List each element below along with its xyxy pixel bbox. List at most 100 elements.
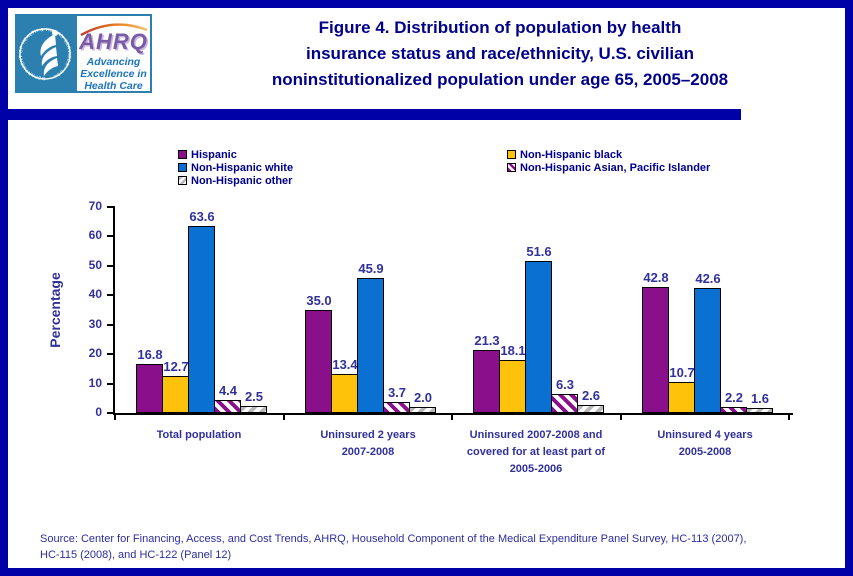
legend-swatch-icon <box>178 163 187 172</box>
ahrq-tagline: Advancing Excellence in Health Care <box>77 56 150 92</box>
bar-hispanic <box>642 287 669 413</box>
figure-title-line: noninstitutionalized population under ag… <box>271 70 729 89</box>
hhs-seal: DEPARTMENT OF HEALTH & HUMAN SERVICES • … <box>17 16 77 91</box>
legend-swatch-icon <box>507 150 516 159</box>
bar-non-hispanic-other <box>746 408 773 413</box>
bar-value-label: 35.0 <box>306 293 332 308</box>
ahrq-wordmark: AHRQ <box>79 29 148 54</box>
bar-hispanic <box>305 310 332 413</box>
bar-hispanic <box>473 350 500 413</box>
y-tick-mark <box>107 383 113 385</box>
legend-column-right: Non-Hispanic black Non-Hispanic Asian, Pa… <box>507 148 710 174</box>
legend-item: Non-Hispanic black <box>507 148 710 161</box>
legend-item: Hispanic <box>178 148 293 161</box>
bar-value-label: 16.8 <box>137 347 163 362</box>
bar-value-label: 18.1 <box>500 343 526 358</box>
hhs-eagle-icon: DEPARTMENT OF HEALTH & HUMAN SERVICES • … <box>18 27 72 81</box>
x-tick-mark <box>451 415 453 420</box>
figure-title-line: insurance status and race/ethnicity, U.S… <box>306 44 694 63</box>
x-category-label: Uninsured 2007-2008 and covered for at l… <box>466 429 606 475</box>
bar-value-label: 42.6 <box>695 271 721 286</box>
bar-value-label: 13.4 <box>332 357 358 372</box>
bar-value-label: 10.7 <box>669 365 695 380</box>
tagline-line: Advancing <box>86 56 141 68</box>
bar-value-label: 45.9 <box>358 261 384 276</box>
x-category-label: Total population <box>156 429 242 441</box>
bar-value-label: 3.7 <box>387 385 407 400</box>
bar-non-hispanic-black <box>331 374 358 413</box>
y-tick-label: 20 <box>88 346 102 360</box>
legend-label: Non-Hispanic white <box>191 161 294 174</box>
bar-value-label: 42.8 <box>643 270 669 285</box>
source-line: HC-115 (2008), and HC-122 (Panel 12) <box>40 549 232 561</box>
bar-non-hispanic-black <box>162 376 189 413</box>
legend-column-left: Hispanic Non-Hispanic white Non-Hispanic o… <box>178 148 293 187</box>
bar-value-label: 12.7 <box>163 359 189 374</box>
header-divider-bar <box>0 109 741 120</box>
y-tick-label: 70 <box>88 199 102 213</box>
bar-value-label: 2.0 <box>413 390 433 405</box>
legend-swatch-icon <box>507 163 516 172</box>
bar-value-label: 51.6 <box>526 244 552 259</box>
bar-non-hispanic-asian-pacific-islander <box>551 394 578 413</box>
bar-non-hispanic-other <box>577 405 604 413</box>
ahrq-logo: AHRQ Advancing Excellence in Health Care <box>77 16 150 92</box>
y-tick-label: 0 <box>95 405 102 419</box>
y-tick-label: 30 <box>88 317 102 331</box>
bar-value-label: 4.4 <box>218 383 238 398</box>
y-tick-label: 60 <box>88 228 102 242</box>
legend-item: Non-Hispanic other <box>178 174 293 187</box>
y-tick-mark <box>107 235 113 237</box>
bar-non-hispanic-white <box>694 288 721 413</box>
x-tick-mark <box>788 415 790 420</box>
legend-item: Non-Hispanic white <box>178 161 293 174</box>
bar-hispanic <box>136 364 163 413</box>
y-axis-line <box>113 206 115 415</box>
bar-value-label: 1.6 <box>750 391 770 406</box>
x-category-label: Uninsured 4 years 2005-2008 <box>657 429 753 458</box>
bar-value-label: 2.2 <box>724 390 744 405</box>
y-tick-mark <box>107 353 113 355</box>
legend-swatch-icon <box>178 176 187 185</box>
bar-value-label: 6.3 <box>555 377 575 392</box>
legend-label: Hispanic <box>191 148 237 161</box>
tagline-line: Excellence in <box>80 68 147 80</box>
y-axis-title: Percentage <box>47 272 63 348</box>
y-tick-label: 40 <box>88 287 102 301</box>
y-tick-label: 10 <box>88 376 102 390</box>
y-tick-mark <box>107 265 113 267</box>
y-tick-mark <box>107 324 113 326</box>
tagline-line: Health Care <box>84 80 143 92</box>
x-tick-mark <box>620 415 622 420</box>
source-line: Source: Center for Financing, Access, an… <box>40 533 747 545</box>
bar-non-hispanic-white <box>188 226 215 413</box>
ahrq-swoosh-icon <box>80 23 148 37</box>
legend-label: Non-Hispanic other <box>191 174 293 187</box>
x-tick-mark <box>283 415 285 420</box>
x-category-label: Uninsured 2 years 2007-2008 <box>320 429 416 458</box>
bar-non-hispanic-white <box>357 278 384 413</box>
bar-non-hispanic-white <box>525 261 552 413</box>
bar-non-hispanic-other <box>240 406 267 413</box>
bar-non-hispanic-asian-pacific-islander <box>720 407 747 413</box>
legend-swatch-icon <box>178 150 187 159</box>
bar-non-hispanic-black <box>499 360 526 413</box>
legend-label: Non-Hispanic black <box>520 148 623 161</box>
x-tick-mark <box>114 415 116 420</box>
source-note: Source: Center for Financing, Access, an… <box>40 531 835 563</box>
legend-item: Non-Hispanic Asian, Pacific Islander <box>507 161 710 174</box>
bar-value-label: 63.6 <box>189 209 215 224</box>
y-tick-mark <box>107 206 113 208</box>
bar-value-label: 21.3 <box>474 333 500 348</box>
y-tick-mark <box>107 294 113 296</box>
y-tick-mark <box>107 412 113 414</box>
bar-value-label: 2.6 <box>581 388 601 403</box>
hhs-ahrq-logo: DEPARTMENT OF HEALTH & HUMAN SERVICES • … <box>15 14 152 93</box>
figure-title: Figure 4. Distribution of population by … <box>180 15 820 93</box>
legend-label: Non-Hispanic Asian, Pacific Islander <box>520 161 711 174</box>
y-tick-label: 50 <box>88 258 102 272</box>
bar-non-hispanic-black <box>668 382 695 413</box>
bar-value-label: 2.5 <box>244 389 264 404</box>
bar-non-hispanic-other <box>409 407 436 413</box>
